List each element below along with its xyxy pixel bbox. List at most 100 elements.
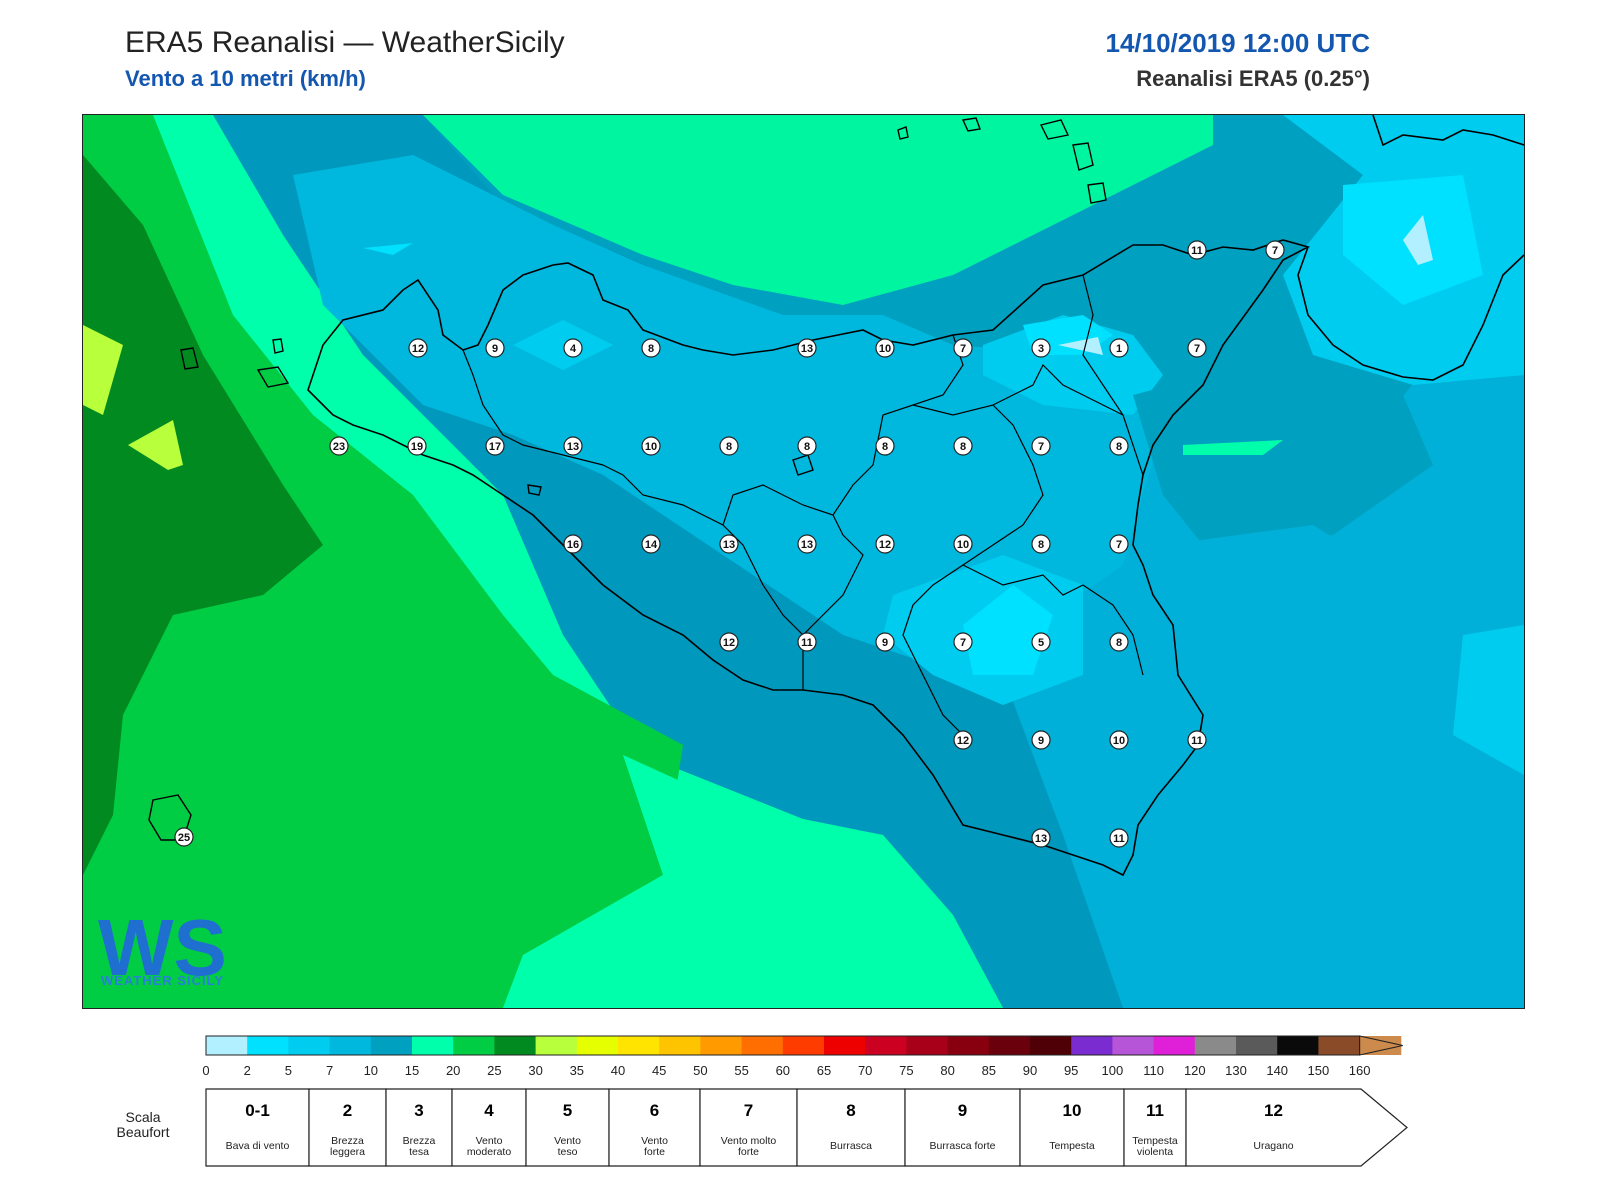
station-value: 10 (957, 539, 969, 551)
colorbar-swatch (329, 1036, 372, 1055)
colorbar-swatch (824, 1036, 866, 1055)
beaufort-number: 4 (484, 1101, 494, 1120)
station-value: 7 (1116, 539, 1122, 551)
beaufort-name: tesa (409, 1146, 429, 1158)
station-value: 14 (645, 539, 658, 551)
station-marker: 10 (953, 534, 973, 554)
field-band-20-25 (83, 115, 683, 1008)
beaufort-number: 9 (958, 1101, 967, 1120)
station-circle (1031, 338, 1051, 358)
station-value: 8 (1038, 539, 1044, 551)
station-value: 5 (1038, 637, 1044, 649)
station-marker: 4 (563, 338, 583, 358)
station-marker: 19 (407, 436, 427, 456)
beaufort-name: Burrasca forte (930, 1140, 996, 1152)
station-marker: 13 (797, 338, 817, 358)
province-borders (462, 274, 1144, 736)
colorbar-tick-label: 95 (1064, 1063, 1078, 1078)
colorbar-tick-label: 5 (285, 1063, 292, 1078)
beaufort-number: 3 (414, 1101, 423, 1120)
field-band-10-15-ionian (1133, 355, 1433, 545)
station-marker: 7 (1031, 436, 1051, 456)
colorbar-tick-label: 110 (1143, 1063, 1164, 1078)
colorbar-swatch (741, 1036, 784, 1055)
station-marker: 12 (953, 730, 973, 750)
map-title: ERA5 Reanalisi — WeatherSicily (125, 26, 565, 59)
station-value: 11 (1113, 833, 1125, 845)
station-circle (1109, 730, 1129, 750)
station-marker: 9 (875, 632, 895, 652)
colorbar-swatch (412, 1036, 454, 1055)
station-circle (1031, 730, 1051, 750)
station-value: 7 (1038, 441, 1044, 453)
station-circle (408, 338, 428, 358)
beaufort-cell: 9 Burrasca forte (904, 1088, 1021, 1167)
station-marker: 10 (641, 436, 661, 456)
colorbar-tick-label: 70 (858, 1063, 872, 1078)
beaufort-name: violenta (1137, 1146, 1173, 1158)
station-circle (407, 436, 427, 456)
colorbar-swatch (247, 1036, 289, 1055)
station-marker: 7 (953, 338, 973, 358)
station-marker: 8 (875, 436, 895, 456)
station-circle (1187, 730, 1207, 750)
beaufort-name: forte (738, 1146, 759, 1158)
colorbar-swatch (659, 1036, 701, 1055)
station-circle (563, 436, 583, 456)
station-circle (1031, 436, 1051, 456)
colorbar-tick-label: 80 (940, 1063, 954, 1078)
colorbar-tick-label: 160 (1349, 1063, 1371, 1078)
station-value: 12 (879, 539, 891, 551)
colorbar-tick-label: 20 (446, 1063, 460, 1078)
station-circle (875, 534, 895, 554)
station-marker: 3 (1031, 338, 1051, 358)
colorbar-swatch (453, 1036, 495, 1055)
beaufort-number: 6 (650, 1101, 659, 1120)
colorbar-tick-label: 150 (1308, 1063, 1330, 1078)
beaufort-name: Brezza (331, 1135, 364, 1147)
beaufort-name: Brezza (403, 1135, 436, 1147)
station-circle (1109, 338, 1129, 358)
colorbar-swatch (494, 1036, 537, 1055)
station-circle (563, 534, 583, 554)
station-circle (563, 338, 583, 358)
station-marker: 12 (719, 632, 739, 652)
colorbar-swatch (1153, 1036, 1196, 1055)
station-circle (1187, 240, 1207, 260)
colorbar-swatch (947, 1036, 990, 1055)
wind-speed-colorbar: 0 2 5 7 10 15 20 25 30 35 40 45 50 55 60 65 70 75 80 85 90 95… (202, 1035, 1403, 1078)
station-value: 8 (804, 441, 810, 453)
station-circle (953, 338, 973, 358)
station-value: 23 (333, 441, 345, 453)
station-value: 25 (178, 832, 190, 844)
colorbar-tick-label: 7 (326, 1063, 333, 1078)
colorbar-tick-label: 100 (1102, 1063, 1124, 1078)
colorbar-swatch (206, 1036, 248, 1055)
station-circle (1031, 828, 1051, 848)
colorbar-tick-label: 15 (405, 1063, 419, 1078)
station-circle (329, 436, 349, 456)
station-marker: 5 (1031, 632, 1051, 652)
station-value: 8 (1116, 441, 1122, 453)
beaufort-name: leggera (330, 1146, 365, 1158)
station-value: 11 (1191, 735, 1203, 747)
station-value: 12 (723, 637, 735, 649)
station-marker: 8 (1109, 436, 1129, 456)
station-circle (797, 338, 817, 358)
station-circle (797, 534, 817, 554)
beaufort-name: Tempesta (1049, 1140, 1095, 1152)
station-marker: 13 (563, 436, 583, 456)
station-circle (1109, 534, 1129, 554)
station-value: 10 (1113, 735, 1125, 747)
station-marker: 17 (485, 436, 505, 456)
station-circle (1031, 632, 1051, 652)
station-value: 17 (489, 441, 501, 453)
station-circle (875, 632, 895, 652)
field-band-2-5-nw (363, 243, 413, 255)
colorbar-swatch (576, 1036, 619, 1055)
station-marker: 8 (641, 338, 661, 358)
field-patch-30-35 (83, 325, 123, 415)
beaufort-cell: 12 Uragano (1185, 1088, 1408, 1167)
